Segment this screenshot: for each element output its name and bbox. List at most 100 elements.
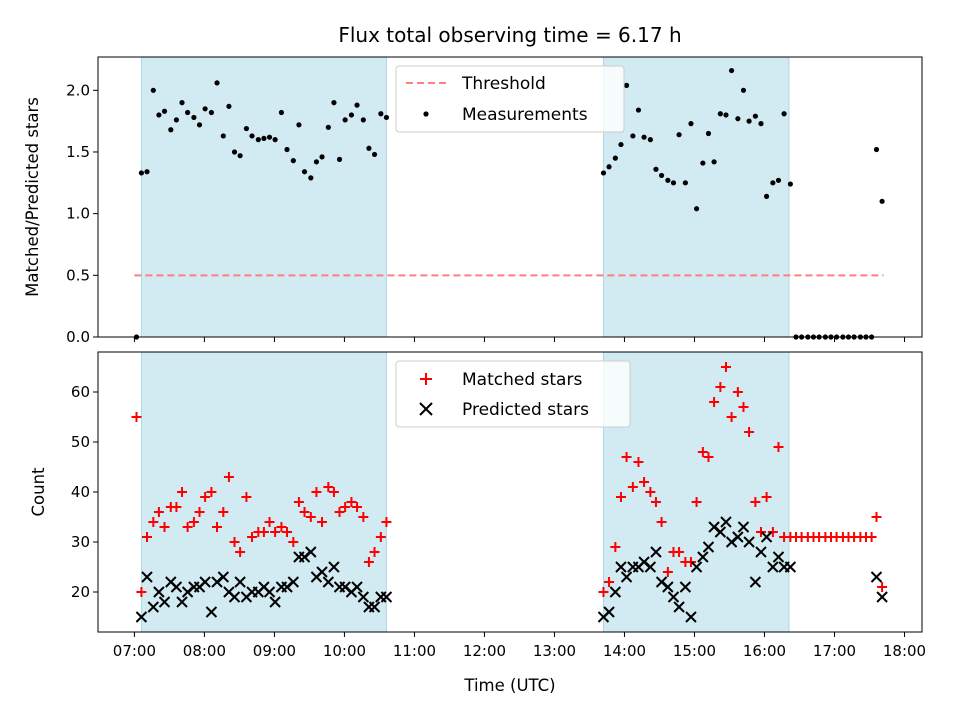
measurement-point	[168, 127, 174, 133]
predicted-star-point	[772, 551, 785, 563]
matched-star-point	[171, 502, 182, 512]
measurement-point	[378, 111, 384, 117]
matched-star-point	[258, 527, 269, 537]
matched-star-point	[674, 547, 685, 557]
matched-star-point	[293, 497, 304, 507]
bottom-legend: Matched stars Predicted stars	[395, 360, 631, 428]
matched-star-point	[247, 532, 258, 542]
matched-star-point	[720, 362, 731, 372]
measurement-point	[272, 137, 278, 143]
matched-star-point	[212, 522, 223, 532]
measurement-point	[623, 82, 630, 88]
measurement-point	[278, 109, 285, 116]
predicted-star-point	[368, 601, 381, 613]
predicted-star-point	[615, 561, 627, 573]
measurement-point	[770, 180, 776, 186]
matched-star-point	[877, 582, 888, 592]
measurement-point	[150, 87, 156, 93]
predicted-star-point	[673, 601, 685, 613]
shaded-span-1	[140, 56, 387, 338]
legend-predicted-label: Predicted stars	[462, 400, 589, 420]
measurement-point	[354, 102, 360, 108]
x-tick-label: 10:00	[323, 642, 366, 660]
predicted-star-point	[170, 581, 183, 593]
predicted-star-point	[662, 581, 674, 593]
measurement-point	[243, 125, 250, 132]
top-panel: 0.00.51.01.52.0 Matched/Predicted stars …	[23, 56, 923, 346]
measurement-point	[717, 111, 723, 117]
matched-star-point	[697, 447, 708, 457]
measurement-point	[630, 133, 636, 139]
matched-star-point	[188, 517, 199, 527]
predicted-star-point	[697, 551, 709, 563]
predicted-star-point	[685, 611, 697, 623]
predicted-star-point	[650, 546, 662, 558]
measurement-point	[371, 151, 378, 158]
matched-star-point	[288, 537, 299, 547]
matched-star-point	[177, 487, 188, 497]
predicted-star-point	[767, 561, 779, 573]
measurement-point	[179, 100, 185, 106]
x-tick-label: 18:00	[883, 642, 926, 660]
matched-star-point	[305, 512, 316, 522]
matched-star-point	[182, 522, 193, 532]
predicted-star-point	[760, 531, 773, 543]
matched-star-point	[761, 492, 772, 502]
predicted-star-point	[328, 561, 340, 573]
predicted-star-point	[755, 546, 767, 558]
predicted-star-point	[679, 581, 692, 593]
measurement-point	[711, 159, 717, 165]
y-tick-label: 60	[71, 383, 90, 401]
x-tick-label: 15:00	[673, 642, 716, 660]
predicted-star-point	[263, 586, 276, 598]
predicted-star-point	[714, 526, 727, 538]
predicted-star-point	[158, 596, 171, 608]
bottom-x-axis-label: Time (UTC)	[463, 676, 555, 695]
matched-star-point	[662, 567, 673, 577]
measurement-point	[787, 181, 793, 187]
predicted-star-point	[702, 541, 715, 553]
chart-title: Flux total observing time = 6.17 h	[338, 23, 681, 47]
x-tick-label: 11:00	[393, 642, 436, 660]
x-tick-label: 17:00	[813, 642, 856, 660]
predicted-star-point	[147, 601, 160, 613]
measurement-point	[641, 134, 647, 140]
measurement-point	[266, 134, 273, 140]
measurement-point	[606, 164, 612, 170]
matched-star-point	[299, 507, 310, 517]
y-tick-label: 2.0	[66, 81, 90, 99]
bottom-y-ticks: 20 30 40 50 60	[71, 383, 98, 601]
measurement-point	[383, 114, 390, 121]
measurement-point	[752, 113, 758, 119]
measurement-point	[208, 109, 215, 116]
measurement-point	[144, 169, 150, 175]
matched-star-point	[264, 517, 275, 527]
measurement-point	[665, 177, 671, 183]
measurement-point	[705, 130, 712, 137]
matched-star-point	[159, 522, 170, 532]
x-tick-label: 09:00	[253, 642, 296, 660]
legend-matched-label: Matched stars	[462, 370, 582, 390]
measurement-point	[290, 158, 296, 164]
predicted-star-point	[217, 571, 230, 583]
matched-star-point	[732, 387, 743, 397]
matched-star-point	[627, 482, 638, 492]
matched-star-point	[142, 532, 153, 542]
predicted-star-point	[316, 566, 328, 578]
predicted-star-point	[644, 561, 657, 573]
measurement-point	[658, 172, 665, 179]
matched-star-point	[645, 487, 656, 497]
predicted-star-point	[234, 576, 246, 588]
matched-star-point	[229, 537, 240, 547]
bottom-x-ticks: 07:00 08:00 09:00 10:00 11:00 12:00 13:00 14:00…	[113, 632, 926, 660]
measurement-point	[342, 117, 348, 123]
predicted-star-point	[380, 591, 393, 603]
x-tick-label: 14:00	[603, 642, 646, 660]
predicted-star-point	[609, 586, 622, 598]
legend-threshold-label: Threshold	[461, 74, 546, 94]
matched-star-point	[346, 497, 357, 507]
matched-star-point	[235, 547, 246, 557]
x-tick-label: 12:00	[463, 642, 506, 660]
top-y-axis-label: Matched/Predicted stars	[23, 97, 42, 297]
measurement-point	[873, 146, 880, 153]
